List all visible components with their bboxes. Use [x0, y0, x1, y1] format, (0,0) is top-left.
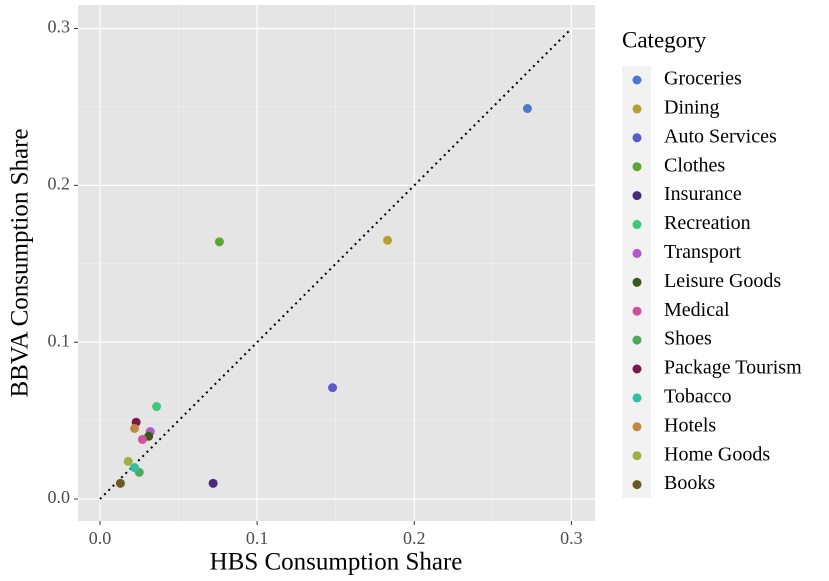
point	[137, 434, 147, 444]
point	[328, 383, 338, 393]
legend-swatch	[632, 191, 642, 201]
legend-swatch	[632, 75, 642, 85]
legend-label: Books	[664, 472, 715, 494]
legend-swatch	[632, 220, 642, 229]
legend-label: Medical	[664, 299, 730, 321]
legend-swatch	[632, 306, 642, 316]
y-tick-label: 0.2	[48, 173, 71, 193]
legend-swatch	[632, 277, 642, 287]
legend-swatch	[632, 335, 642, 345]
legend-label: Insurance	[664, 183, 742, 205]
legend-label: Recreation	[664, 212, 751, 234]
legend-swatch	[632, 422, 642, 432]
legend-swatch	[632, 162, 642, 172]
point	[130, 463, 140, 473]
legend-label: Home Goods	[664, 443, 770, 465]
y-tick-label: 0.0	[48, 487, 71, 507]
point	[522, 104, 532, 114]
legend-label: Transport	[664, 241, 741, 263]
legend-label: Groceries	[664, 68, 742, 90]
y-axis-title: BBVA Consumption Share	[7, 128, 34, 397]
point	[123, 456, 133, 466]
point	[208, 478, 218, 488]
x-axis-title: HBS Consumption Share	[210, 549, 463, 576]
point	[383, 235, 393, 245]
legend-label: Package Tourism	[664, 357, 802, 379]
legend-swatch	[632, 480, 642, 490]
point	[152, 402, 162, 412]
legend-label: Clothes	[664, 154, 725, 176]
legend-swatch	[632, 104, 642, 114]
marks	[99, 27, 573, 500]
x-tick-label: 0.2	[403, 528, 426, 548]
legend-title: Category	[622, 27, 707, 52]
legend-swatch	[632, 248, 642, 258]
y-tick-label: 0.3	[48, 17, 71, 37]
x-tick-label: 0.3	[560, 528, 583, 548]
legend-label: Tobacco	[664, 385, 731, 407]
legend-swatch	[632, 364, 642, 374]
y-tick-label: 0.1	[48, 330, 71, 350]
legend-label: Dining	[664, 96, 720, 118]
grid	[78, 5, 595, 521]
legend-label: Leisure Goods	[664, 270, 781, 292]
point	[130, 423, 140, 433]
legend-label: Hotels	[664, 414, 716, 436]
point	[214, 237, 224, 247]
legend-swatch	[632, 133, 642, 143]
point	[115, 478, 125, 488]
legend-swatch	[632, 393, 642, 403]
x-tick-label: 0.1	[246, 528, 269, 548]
legend-label: Shoes	[664, 328, 712, 350]
legend-swatch	[632, 451, 642, 461]
x-tick-label: 0.0	[89, 528, 112, 548]
legend-label: Auto Services	[664, 125, 777, 147]
